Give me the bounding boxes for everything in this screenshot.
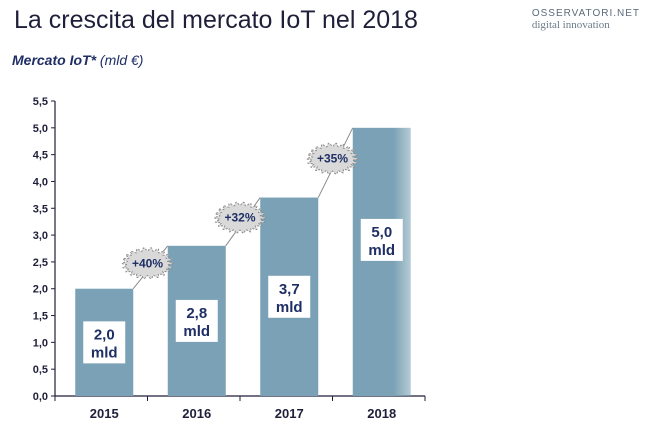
growth-label: +32% xyxy=(224,211,255,225)
x-category-label: 2015 xyxy=(90,406,119,421)
y-tick-label: 3,5 xyxy=(33,203,48,215)
growth-badge xyxy=(121,247,174,280)
data-label-unit: mld xyxy=(276,299,303,316)
y-tick-label: 2,5 xyxy=(33,257,48,269)
x-category-label: 2016 xyxy=(182,406,211,421)
y-tick-label: 1,5 xyxy=(33,311,48,323)
y-tick-label: 5,5 xyxy=(33,96,48,108)
chart-unit: (mld €) xyxy=(99,52,144,68)
x-category-label: 2018 xyxy=(367,406,396,421)
data-label-value: 5,0 xyxy=(371,224,392,241)
chart-subtitle: Mercato IoT* (mld €) xyxy=(12,52,143,68)
logo-line-2: digital innovation xyxy=(531,19,610,31)
growth-label: +35% xyxy=(317,152,348,166)
y-tick-label: 3,0 xyxy=(33,230,48,242)
data-label-unit: mld xyxy=(368,242,395,259)
data-label-box xyxy=(83,321,126,364)
bar-2018 xyxy=(352,127,411,397)
growth-badge xyxy=(213,201,267,234)
y-tick-label: 4,0 xyxy=(33,176,48,188)
data-label-box xyxy=(175,299,218,342)
y-tick-label: 0,0 xyxy=(33,391,48,403)
growth-label: +40% xyxy=(132,256,163,270)
data-label-box xyxy=(268,275,311,318)
page-title: La crescita del mercato IoT nel 2018 xyxy=(14,6,418,34)
y-tick-label: 1,0 xyxy=(33,337,48,349)
x-category-label: 2017 xyxy=(275,406,304,421)
chart-title: Mercato IoT* xyxy=(12,52,97,68)
data-label-box xyxy=(360,218,403,261)
data-label-value: 2,8 xyxy=(186,305,207,322)
y-tick-label: 0,5 xyxy=(33,364,48,376)
growth-badge xyxy=(306,142,359,175)
y-tick-label: 4,5 xyxy=(33,150,48,162)
y-tick-label: 2,0 xyxy=(33,284,48,296)
data-label-value: 2,0 xyxy=(94,326,115,343)
data-label-unit: mld xyxy=(183,323,210,340)
data-label-value: 3,7 xyxy=(279,281,300,298)
y-tick-label: 5,0 xyxy=(33,123,48,135)
data-label-unit: mld xyxy=(91,344,118,361)
brand-logo: OSSERVATORI.NET digital innovation xyxy=(532,8,640,31)
logo-line-1: OSSERVATORI.NET xyxy=(531,8,640,19)
